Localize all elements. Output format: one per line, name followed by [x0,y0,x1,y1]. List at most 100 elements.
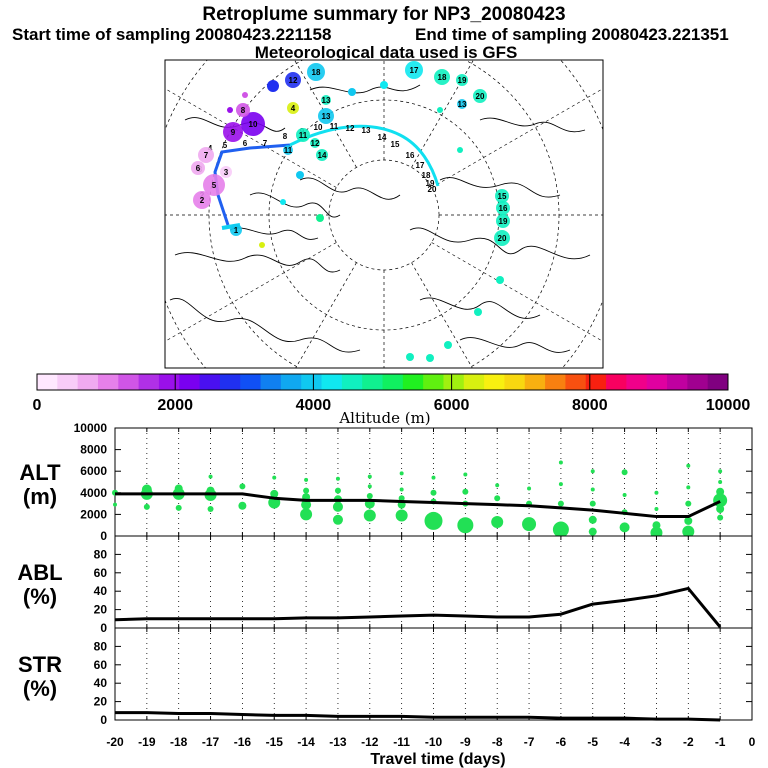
plume-dot [227,107,233,113]
altitude-point [590,487,595,492]
trajectory-label: 15 [391,140,400,149]
colorbar-tick-label: 8000 [572,397,608,414]
colorbar-swatch [484,374,505,390]
colorbar-swatch [423,374,444,390]
altitude-point [463,472,468,477]
coastline [409,227,591,260]
meridian-line [294,60,357,168]
altitude-point [143,503,150,510]
plume-blob-label: 12 [311,139,320,148]
trajectory-label: 19 [426,179,435,188]
panel-label-str: STR [18,652,62,677]
plume-blob-label: 11 [284,146,293,155]
altitude-point [589,500,596,507]
coastline [439,177,561,198]
plume-blob [316,149,328,161]
colorbar-tick-label: 10000 [706,397,751,414]
colorbar-swatch [362,374,383,390]
plume-blob-label: 6 [196,164,201,173]
coastline [479,117,586,133]
altitude-point [301,499,312,510]
trajectory-label: 18 [422,171,431,180]
trajectory-label: 7 [263,139,268,148]
coastline [309,84,421,94]
coastline [249,192,341,218]
altitude-point [366,493,373,500]
plume-dot [437,107,443,113]
coastline [229,227,319,240]
x-tick-label: -2 [683,735,694,749]
plume-blob-label: 9 [231,128,236,137]
plume-dot [316,214,324,222]
altitude-point [363,509,376,522]
colorbar-swatch [199,374,221,390]
y-tick-label: 8000 [80,443,107,457]
meridian-line [295,262,357,368]
altitude-point [207,506,214,512]
altitude-point [491,515,504,528]
colorbar-swatch [138,374,160,390]
y-tick-label: 80 [94,547,108,561]
x-tick-label: -17 [202,735,220,749]
plume-blob [496,214,510,228]
coastline [419,297,541,319]
plume-dot [259,242,265,248]
plume-blob [296,128,310,142]
altitude-point [335,476,340,481]
altitude-point [430,489,437,496]
altitude-point [367,474,372,479]
plume-dot [380,81,388,89]
plume-blob-label: 12 [289,76,298,85]
y-tick-label: 0 [100,621,107,635]
x-tick-label: -5 [587,735,598,749]
trajectory-label: 13 [362,126,371,135]
trajectory-label: 6 [243,139,248,148]
plume-blob [198,147,214,163]
altitude-point [332,514,343,525]
plume-dot [474,308,482,316]
altitude-point [522,517,537,532]
y-tick-label: 10000 [74,421,108,435]
x-tick-label: -9 [460,735,471,749]
plume-blob [457,99,467,109]
plume-dot [296,171,304,179]
altitude-point [395,509,408,522]
plume-blob [220,166,232,178]
meridian-line [431,242,603,342]
panel-unit-str: (%) [23,676,57,701]
plume-blob [283,145,293,155]
plume-blob-label: 5 [212,181,217,190]
plume-blob [287,102,299,114]
plume-blob [191,161,205,175]
plume-blob-label: 13 [458,100,467,109]
y-tick-label: 4000 [80,486,107,500]
x-tick-label: -8 [492,735,503,749]
altitude-point [686,463,691,468]
x-tick-label: -3 [651,735,662,749]
plume-blob-label: 20 [498,234,507,243]
panel-label-abl: ABL [17,560,62,585]
colorbar-swatch [545,374,566,390]
trajectory-label: 10 [314,123,323,132]
plume-blob-label: 14 [318,151,327,160]
altitude-point [272,475,277,480]
trajectory-label: 5 [223,141,228,150]
plume-blob [456,74,468,86]
trajectory-label: 11 [330,122,339,131]
colorbar-swatch [443,374,465,390]
plume-blob [193,191,211,209]
colorbar-tick-label: 0 [33,397,42,414]
colorbar-swatch [382,374,404,390]
colorbar-swatch [321,374,343,390]
plume-dot [426,354,434,362]
x-tick-label: -10 [425,735,443,749]
plume-blob [241,112,265,136]
plume-blob [318,108,334,124]
plume-dot [348,88,356,96]
altitude-point [684,516,693,525]
altitude-point [367,484,372,489]
x-tick-label: -6 [556,735,567,749]
x-tick-label: -13 [329,735,347,749]
x-tick-label: -19 [138,735,156,749]
